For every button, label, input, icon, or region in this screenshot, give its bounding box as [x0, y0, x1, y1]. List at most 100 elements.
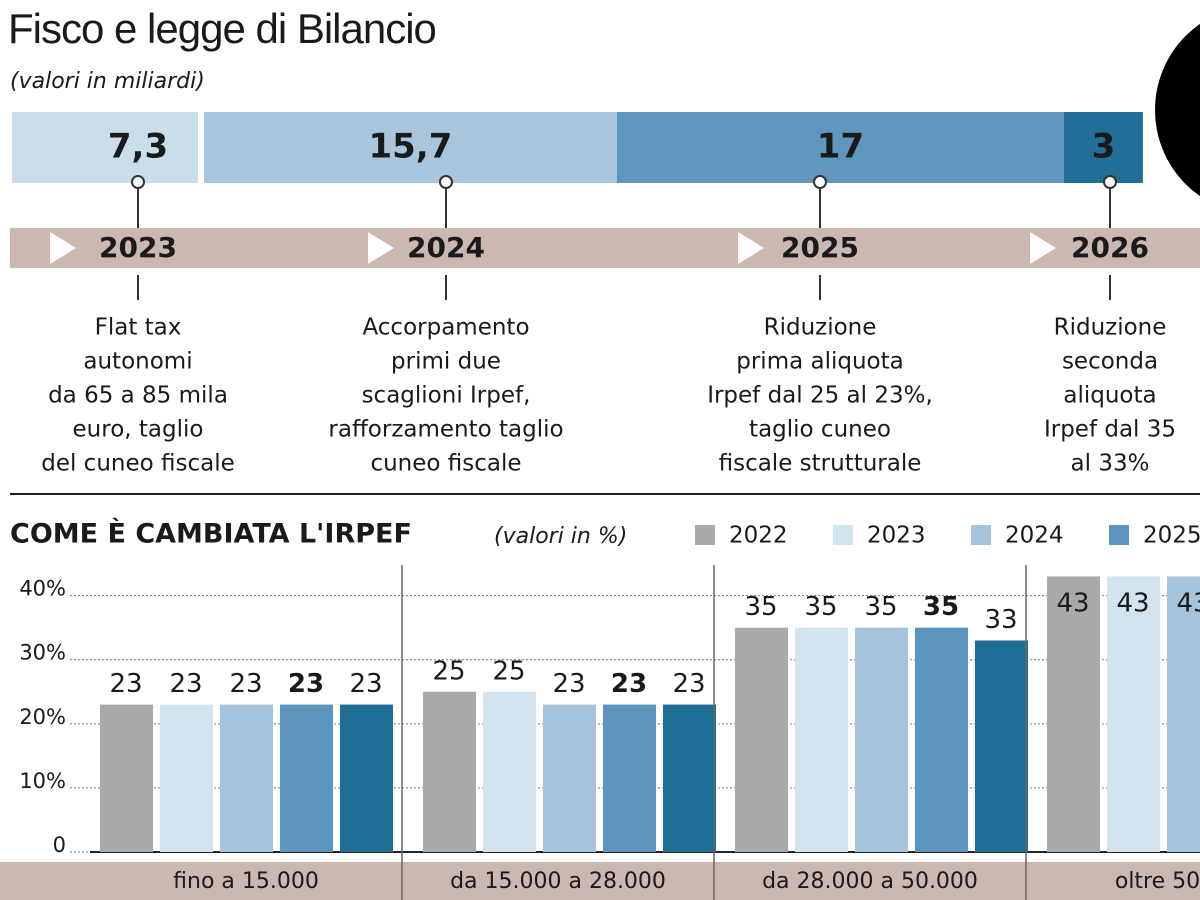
x-tick-label: oltre 50.000	[1115, 869, 1200, 894]
bar	[483, 691, 536, 852]
description-line: Irpef dal 35	[1044, 417, 1176, 443]
value-label: 23	[109, 669, 142, 699]
value-label: 23	[672, 669, 705, 699]
bar	[1107, 576, 1160, 852]
legend-swatch	[1109, 525, 1129, 545]
description-line: aliquota	[1063, 383, 1156, 409]
value-label: 23	[349, 669, 382, 699]
value-label: 23	[229, 669, 262, 699]
value-label: 43	[1176, 589, 1200, 619]
x-tick-label: da 28.000 a 50.000	[762, 869, 978, 894]
bar	[340, 704, 393, 852]
value-label: 43	[1056, 589, 1089, 619]
y-tick-label: 30%	[19, 641, 66, 665]
bar	[735, 627, 788, 852]
y-tick-label: 0	[53, 833, 66, 857]
description-line: Riduzione	[1054, 315, 1167, 341]
arrow	[738, 232, 764, 264]
value-label: 23	[169, 669, 202, 699]
description-line: prima aliquota	[736, 349, 904, 375]
marker	[1103, 175, 1117, 189]
year-label: 2023	[99, 231, 177, 264]
bar	[280, 704, 333, 852]
description-line: Riduzione	[764, 315, 877, 341]
value-label: 23	[288, 669, 324, 699]
marker	[439, 175, 453, 189]
chart-subtitle: (valori in %)	[494, 524, 627, 549]
description-line: Accorpamento	[362, 315, 529, 341]
x-tick-label: fino a 15.000	[173, 869, 319, 894]
description-line: da 65 a 85 mila	[48, 383, 228, 409]
decoration	[1155, 23, 1200, 197]
timeline-segment	[203, 112, 617, 183]
bar	[423, 691, 476, 852]
year-label: 2024	[407, 231, 485, 264]
timeline-value: 7,3	[108, 127, 168, 167]
description-line: autonomi	[83, 349, 192, 375]
description-line: taglio cuneo	[749, 417, 891, 443]
description-line: del cuneo fiscale	[41, 451, 235, 477]
chart-title: COME È CAMBIATA L'IRPEF	[10, 518, 412, 550]
year-label: 2026	[1071, 231, 1149, 264]
description-line: fiscale strutturale	[719, 451, 922, 477]
timeline-segment	[616, 112, 1064, 183]
value-label: 35	[864, 592, 897, 622]
legend-swatch	[695, 525, 715, 545]
marker	[813, 175, 827, 189]
timeline-segment	[12, 112, 198, 183]
value-label: 35	[744, 592, 777, 622]
timeline-segment	[1064, 112, 1143, 183]
bar	[663, 704, 716, 852]
legend-label: 2024	[1005, 523, 1064, 549]
bar	[100, 704, 153, 852]
category-band	[0, 862, 1200, 900]
y-tick-label: 40%	[19, 577, 66, 601]
value-label: 25	[432, 656, 465, 686]
arrow	[1030, 232, 1056, 264]
description-line: rafforzamento taglio	[328, 417, 563, 443]
timeline-value: 15,7	[368, 127, 452, 167]
description-line: al 33%	[1071, 451, 1150, 477]
arrow	[368, 232, 394, 264]
timeline-value: 17	[817, 127, 864, 167]
marker	[131, 175, 145, 189]
bar	[975, 640, 1028, 852]
timeline-band	[10, 228, 1200, 268]
value-label: 23	[552, 669, 585, 699]
page-title: Fisco e legge di Bilancio	[8, 5, 436, 52]
value-label: 33	[984, 605, 1017, 635]
page-subtitle: (valori in miliardi)	[10, 69, 205, 94]
x-tick-label: da 15.000 a 28.000	[450, 869, 666, 894]
legend-label: 2025	[1143, 523, 1200, 549]
bar	[603, 704, 656, 852]
value-label: 43	[1116, 589, 1149, 619]
legend-label: 2022	[729, 523, 788, 549]
description-line: seconda	[1062, 349, 1158, 375]
bar	[160, 704, 213, 852]
arrow	[50, 232, 76, 264]
value-label: 23	[611, 669, 647, 699]
bar	[915, 627, 968, 852]
y-tick-label: 10%	[19, 769, 66, 793]
bar	[855, 627, 908, 852]
y-tick-label: 20%	[19, 705, 66, 729]
description-line: Flat tax	[95, 315, 182, 341]
bar	[1047, 576, 1100, 852]
description-line: cuneo fiscale	[370, 451, 521, 477]
legend-swatch	[833, 525, 853, 545]
legend-label: 2023	[867, 523, 926, 549]
timeline-value: 3	[1092, 127, 1116, 167]
legend-swatch	[971, 525, 991, 545]
value-label: 35	[804, 592, 837, 622]
bar	[543, 704, 596, 852]
value-label: 25	[492, 656, 525, 686]
description-line: primi due	[391, 349, 501, 375]
year-label: 2025	[781, 231, 859, 264]
description-line: scaglioni Irpef,	[362, 383, 531, 409]
bar	[1167, 576, 1200, 852]
value-label: 35	[923, 592, 959, 622]
description-line: euro, taglio	[73, 417, 204, 443]
bar	[795, 627, 848, 852]
description-line: Irpef dal 25 al 23%,	[707, 383, 933, 409]
